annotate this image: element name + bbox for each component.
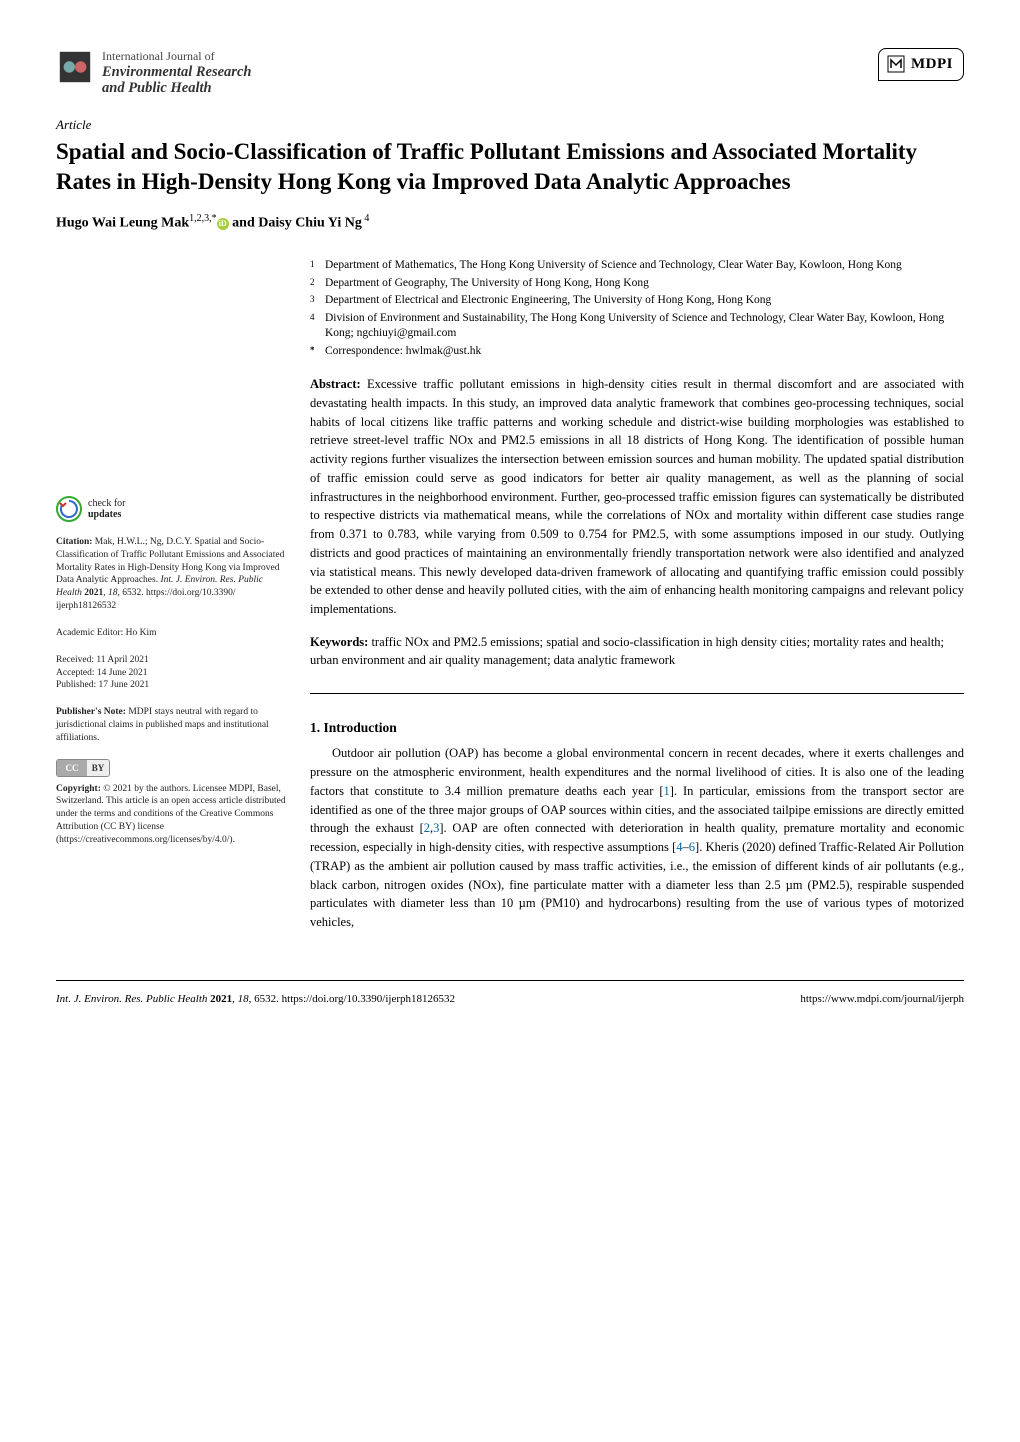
editor-name: Ho Kim [126,628,157,638]
correspondence-item: * Correspondence: hwlmak@ust.hk [310,344,964,360]
abstract-block: Abstract: Excessive traffic pollutant em… [310,375,964,619]
affil-text: Department of Electrical and Electronic … [325,293,771,309]
affil-num: 2 [310,276,317,292]
journal-name-line1: International Journal of [102,50,251,64]
journal-name-line3: and Public Health [102,80,251,97]
affiliation-item: 2 Department of Geography, The University… [310,276,964,292]
article-type: Article [56,115,964,135]
keywords-block: Keywords: traffic NOx and PM2.5 emission… [310,633,964,669]
affil-text: Division of Environment and Sustainabili… [325,311,964,342]
abstract-label: Abstract: [310,377,361,391]
left-sidebar: check for updates Citation: Mak, H.W.L.;… [56,258,288,932]
dates-block: Received: 11 April 2021 Accepted: 14 Jun… [56,654,288,692]
publishers-note-block: Publisher's Note: MDPI stays neutral wit… [56,706,288,744]
footer-right: https://www.mdpi.com/journal/ijerph [800,991,964,1008]
affil-num: 4 [310,311,317,342]
author-2-affil-sup: 4 [362,213,370,224]
author-2-name: Daisy Chiu Yi Ng [258,216,362,231]
footer-journal-ital: Int. J. Environ. Res. Public Health [56,993,207,1005]
orcid-icon: iD [217,218,229,230]
received-date: Received: 11 April 2021 [56,654,288,667]
affil-num: * [310,344,317,360]
cc-badge-left: CC [57,760,87,776]
journal-logo-icon [56,48,94,86]
footer-left: Int. J. Environ. Res. Public Health 2021… [56,991,455,1008]
journal-name-line2: Environmental Research [102,64,251,81]
copyright-label: Copyright: [56,784,101,794]
page-footer: Int. J. Environ. Res. Public Health 2021… [56,980,964,1008]
footer-left-rest: 2021, 18, 6532. https://doi.org/10.3390/… [207,993,455,1005]
affil-text: Department of Geography, The University … [325,276,649,292]
accepted-date: Accepted: 14 June 2021 [56,667,288,680]
intro-paragraph: Outdoor air pollution (OAP) has become a… [310,744,964,932]
editor-block: Academic Editor: Ho Kim [56,627,288,640]
author-1-affil-sup: 1,2,3,* [189,213,217,224]
cc-badge-row: CC BY [56,759,288,777]
citation-block: Citation: Mak, H.W.L.; Ng, D.C.Y. Spatia… [56,536,288,613]
authors-line: Hugo Wai Leung Mak1,2,3,*iD and Daisy Ch… [56,211,964,234]
cc-badge-right: BY [87,760,109,776]
editor-label: Academic Editor: [56,628,126,638]
affiliations-list: 1 Department of Mathematics, The Hong Kon… [310,258,964,359]
affiliation-item: 4 Division of Environment and Sustainabil… [310,311,964,342]
check-updates-text-top: check for [88,498,125,509]
section-1-heading: 1. Introduction [310,718,964,738]
keywords-text: traffic NOx and PM2.5 emissions; spatial… [310,635,944,667]
affil-text: Department of Mathematics, The Hong Kong… [325,258,902,274]
article-title: Spatial and Socio-Classification of Traf… [56,137,964,198]
check-for-updates[interactable]: check for updates [56,496,288,522]
check-updates-text-bottom: updates [88,509,125,520]
abstract-text: Excessive traffic pollutant emissions in… [310,377,964,616]
citation-label: Citation: [56,537,92,547]
publishers-note-label: Publisher's Note: [56,707,126,717]
publisher-badge: MDPI [878,48,964,81]
author-1-name: Hugo Wai Leung Mak [56,216,189,231]
affiliation-item: 1 Department of Mathematics, The Hong Kon… [310,258,964,274]
citation-text-2: 2021, 18, 6532. https://doi.org/10.3390/… [56,588,236,611]
check-updates-icon [56,496,82,522]
keywords-label: Keywords: [310,635,368,649]
mdpi-logo-icon [887,55,905,73]
cc-by-badge-icon: CC BY [56,759,110,777]
authors-and: and [229,216,259,231]
correspondence-text: Correspondence: hwlmak@ust.hk [325,344,481,360]
main-column: 1 Department of Mathematics, The Hong Kon… [310,258,964,932]
copyright-block: Copyright: © 2021 by the authors. Licens… [56,783,288,847]
affil-num: 1 [310,258,317,274]
affiliation-item: 3 Department of Electrical and Electronic… [310,293,964,309]
publisher-name: MDPI [911,53,953,76]
affil-num: 3 [310,293,317,309]
published-date: Published: 17 June 2021 [56,679,288,692]
journal-block: International Journal of Environmental R… [56,48,251,97]
